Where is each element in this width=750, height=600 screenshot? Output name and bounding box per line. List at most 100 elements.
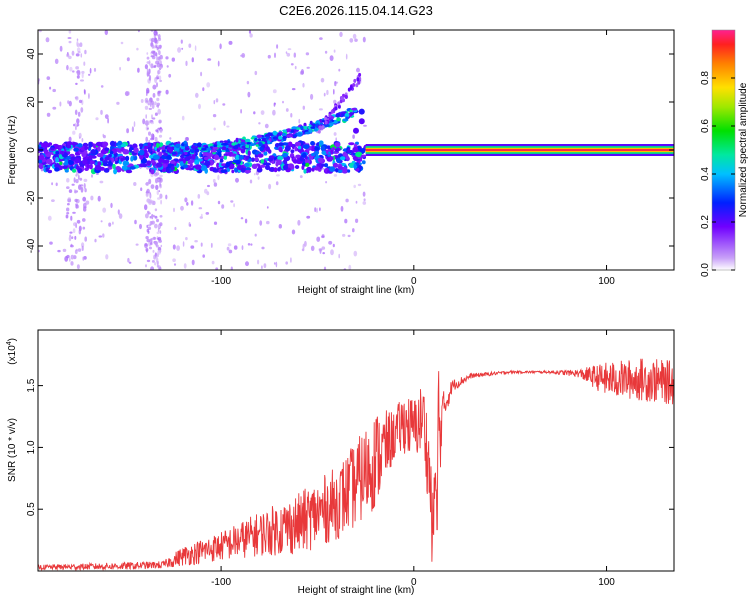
spectrogram-branch-cell bbox=[334, 106, 338, 111]
spectrogram-noise-cell bbox=[146, 259, 151, 263]
spectrogram-noise-cell bbox=[181, 47, 184, 50]
spectrogram-noise-cell bbox=[74, 198, 78, 203]
spectrogram-marks bbox=[38, 30, 674, 270]
spectrogram-noise-cell bbox=[177, 47, 182, 53]
spectrogram-noise-cell bbox=[157, 37, 162, 42]
spectrogram-noise-cell bbox=[120, 41, 124, 45]
spectrogram-noise-cell bbox=[38, 78, 41, 82]
spectrogram-noise-cell bbox=[145, 136, 148, 142]
spectrogram-noise-cell bbox=[222, 103, 226, 106]
spectrogram-noise-cell bbox=[146, 56, 150, 60]
spectrogram-noise-cell bbox=[74, 189, 76, 194]
spectrogram-noise-cell bbox=[152, 249, 155, 253]
spectrogram-band-cell bbox=[123, 161, 129, 166]
spectrogram-noise-cell bbox=[158, 134, 163, 138]
spectrogram-noise-cell bbox=[146, 249, 148, 253]
spectrogram-noise-cell bbox=[285, 51, 288, 54]
spectrogram-noise-cell bbox=[185, 137, 189, 141]
spectrogram-noise-cell bbox=[247, 91, 251, 98]
spectrogram-band-cell bbox=[277, 167, 281, 172]
spectrogram-noise-cell bbox=[45, 37, 50, 43]
spectrogram-band-cell bbox=[156, 162, 163, 168]
spectrogram-noise-cell bbox=[357, 183, 362, 187]
spectrogram-noise-cell bbox=[102, 207, 107, 213]
spectrogram-noise-cell bbox=[80, 79, 84, 82]
spectrogram-noise-cell bbox=[165, 194, 168, 200]
spectrogram-noise-cell bbox=[100, 109, 103, 115]
spectrogram-noise-cell bbox=[155, 178, 158, 184]
spectrogram-noise-cell bbox=[352, 228, 355, 233]
spectrogram-branch-cell bbox=[328, 122, 334, 126]
spectrogram-noise-cell bbox=[272, 89, 277, 94]
spectrogram-noise-cell bbox=[68, 100, 72, 107]
spectrogram-noise-cell bbox=[217, 200, 221, 205]
spectrogram-band-cell bbox=[112, 163, 116, 170]
spectrogram-noise-cell bbox=[102, 133, 105, 137]
spectrogram-noise-cell bbox=[88, 93, 90, 99]
spectrogram-band-cell bbox=[244, 169, 251, 174]
spectrogram-noise-cell bbox=[257, 259, 260, 265]
spectrogram-branch-cell bbox=[240, 141, 246, 146]
spectrogram-band-cell bbox=[213, 167, 217, 173]
spectrogram-noise-cell bbox=[173, 263, 177, 266]
spectrogram-noise-cell bbox=[320, 77, 325, 83]
spectrogram-noise-cell bbox=[259, 220, 263, 226]
spectrogram-noise-cell bbox=[153, 254, 157, 260]
spectrogram-branch-cell bbox=[171, 152, 177, 155]
spectrogram-noise-cell bbox=[318, 248, 323, 252]
spectrogram-noise-cell bbox=[76, 47, 81, 53]
spectrogram-noise-cell bbox=[155, 184, 159, 190]
spectrogram-ticks: -100 0 100 -40 -20 0 20 40 bbox=[26, 30, 674, 287]
spectrogram-branch-cell bbox=[207, 143, 212, 147]
spectrogram-noise-cell bbox=[310, 245, 315, 251]
spectrogram-branch-cell bbox=[291, 126, 298, 130]
spectrogram-band-cell bbox=[294, 146, 298, 152]
spectrogram-noise-cell bbox=[104, 30, 108, 36]
spectrogram-band-cell bbox=[90, 149, 97, 155]
spectrogram-noise-cell bbox=[74, 249, 78, 255]
spectrogram-noise-cell bbox=[160, 244, 163, 248]
spectrogram-noise-cell bbox=[339, 31, 343, 37]
spectrogram-noise-cell bbox=[274, 52, 276, 58]
spectrogram-noise-cell bbox=[153, 30, 158, 36]
spectrogram-noise-cell bbox=[172, 244, 176, 250]
spectrogram-noise-cell bbox=[145, 264, 147, 268]
spectrogram-noise-cell bbox=[176, 245, 181, 251]
spectrogram-noise-cell bbox=[191, 57, 194, 63]
spectrogram-noise-cell bbox=[156, 231, 160, 235]
spectrogram-branch-cell bbox=[233, 145, 239, 150]
spectrogram-branch-cell bbox=[324, 116, 327, 121]
spectrogram-noise-cell bbox=[90, 195, 94, 201]
spectrogram-band-cell bbox=[158, 151, 163, 157]
spectrogram-noise-cell bbox=[91, 174, 93, 178]
spectrogram-noise-cell bbox=[126, 128, 129, 134]
spectrogram-branch-cell bbox=[197, 142, 202, 148]
spectrogram-branch-cell bbox=[324, 120, 328, 125]
snr-xtick-label: 100 bbox=[598, 577, 615, 588]
spectrogram-noise-cell bbox=[127, 257, 130, 263]
spectrogram-noise-cell bbox=[110, 202, 113, 209]
spectrogram-band-cell bbox=[326, 145, 331, 149]
spectrogram-noise-cell bbox=[70, 215, 73, 221]
spectrogram-band-cell bbox=[335, 168, 339, 173]
spectrogram-noise-cell bbox=[68, 55, 72, 60]
snr-frame bbox=[37, 329, 675, 572]
spectrogram-noise-cell bbox=[153, 53, 156, 57]
spectrogram-noise-cell bbox=[319, 37, 323, 40]
spectrogram-noise-cell bbox=[257, 176, 260, 180]
spectrogram-noise-cell bbox=[156, 47, 159, 50]
spectrogram-band-cell bbox=[117, 140, 123, 146]
colorbar-tick-label: 0.2 bbox=[700, 215, 711, 229]
spectrogram-band-cell bbox=[144, 152, 149, 159]
spectrogram-noise-cell bbox=[73, 255, 77, 260]
spectrogram-noise-cell bbox=[235, 177, 239, 183]
spectrogram-noise-cell bbox=[306, 215, 311, 219]
spectrogram-noise-cell bbox=[160, 199, 163, 205]
spectrogram-noise-cell bbox=[83, 183, 86, 189]
spectrogram-branch-cell bbox=[258, 142, 263, 147]
spectrogram-band-cell bbox=[125, 169, 133, 174]
spectrogram-noise-cell bbox=[168, 73, 172, 78]
spectrogram-noise-cell bbox=[185, 237, 188, 241]
spectrogram-band-cell bbox=[182, 164, 189, 169]
spectrogram-noise-cell bbox=[290, 63, 294, 66]
